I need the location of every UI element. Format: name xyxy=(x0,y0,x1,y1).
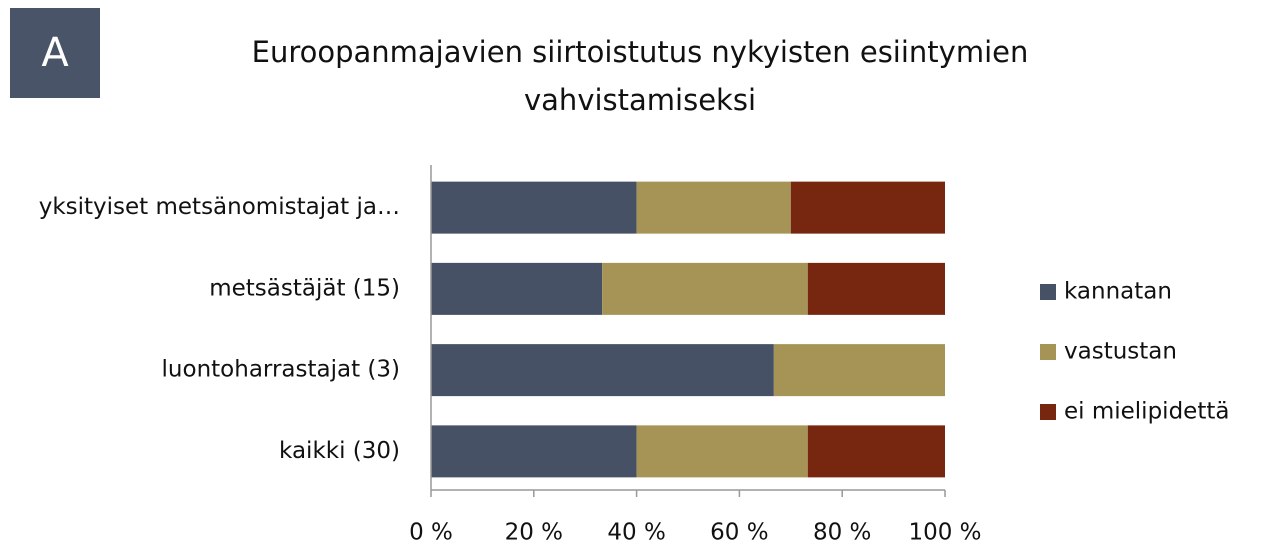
bar-segment xyxy=(431,262,603,315)
legend-label: ei mielipidettä xyxy=(1064,399,1229,425)
x-tick-label: 100 % xyxy=(908,520,981,546)
bar-segment xyxy=(790,181,945,234)
legend-swatch xyxy=(1040,344,1056,360)
panel-label: A xyxy=(41,30,69,76)
bar-segment xyxy=(636,181,791,234)
legend-label: vastustan xyxy=(1064,339,1177,365)
x-tick-label: 20 % xyxy=(505,520,563,546)
bar-segment xyxy=(807,425,945,478)
bar-segment xyxy=(773,344,945,397)
panel-badge xyxy=(10,8,100,98)
bar-segment xyxy=(431,425,637,478)
y-tick-label: yksityiset metsänomistajat ja… xyxy=(39,194,400,220)
legend-label: kannatan xyxy=(1064,279,1172,305)
x-tick-label: 60 % xyxy=(710,520,768,546)
x-tick-label: 40 % xyxy=(607,520,665,546)
x-tick-label: 80 % xyxy=(813,520,871,546)
y-tick-label: metsästäjät (15) xyxy=(209,275,400,301)
legend-swatch xyxy=(1040,284,1056,300)
bar-segment xyxy=(807,262,945,315)
bar-segment xyxy=(636,425,808,478)
y-tick-label: luontoharrastajat (3) xyxy=(162,357,400,383)
y-tick-label: kaikki (30) xyxy=(279,438,400,464)
bar-segment xyxy=(431,344,774,397)
chart-title: Euroopanmajavien siirtoistutus nykyisten… xyxy=(251,35,1029,117)
bar-segment xyxy=(431,181,637,234)
bar-segment xyxy=(602,262,808,315)
legend-swatch xyxy=(1040,404,1056,420)
x-tick-label: 0 % xyxy=(409,520,453,546)
